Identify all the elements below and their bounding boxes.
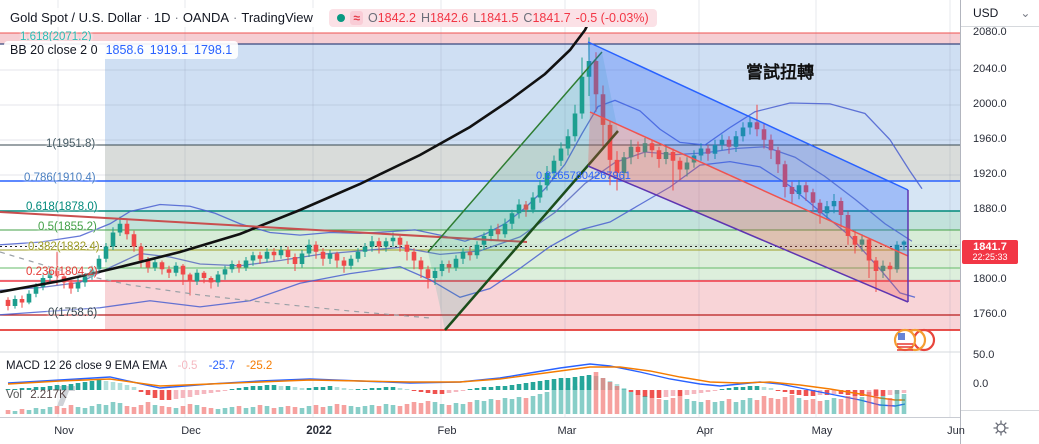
grid-lines: [0, 0, 960, 417]
legend-row-macd[interactable]: MACD 12 26 close 9 EMA EMA -0.5 -25.7 -2…: [6, 360, 272, 372]
axis-settings-cell[interactable]: [961, 410, 1039, 444]
bb-upper-value: 1919.1: [149, 43, 189, 57]
high-value: 1842.6: [429, 11, 469, 25]
interval-label[interactable]: 1D: [153, 10, 171, 25]
high-label: H: [420, 11, 430, 25]
close-label: C: [523, 11, 533, 25]
legend-row-bb[interactable]: BB 20 close 2 0 1858.6 1919.1 1798.1: [4, 41, 239, 59]
price-tick-label: 1760.0: [973, 308, 1007, 320]
fib-level-label: 0.786(1910.4): [24, 172, 96, 184]
price-tick-label: 2000.0: [973, 98, 1007, 110]
volume-pane: [5, 372, 907, 414]
currency-label: USD: [973, 6, 999, 20]
candlesticks: [5, 37, 907, 311]
trendline-drawings: [0, 9, 597, 319]
legend-separator: ·: [145, 10, 150, 25]
price-tick-label: 0.0: [973, 378, 989, 390]
price-tick-label: 2040.0: [973, 63, 1007, 75]
last-price-value: 1841.7: [973, 241, 1007, 253]
macd-hist-value: -0.5: [177, 360, 198, 372]
bb-indicator-name[interactable]: BB 20 close 2 0: [10, 43, 98, 57]
market-status-dot: [337, 14, 346, 22]
time-tick-label: Apr: [696, 425, 714, 437]
fib-level-label: 0.5(1855.2): [38, 221, 97, 233]
text-annotation[interactable]: 嘗試扭轉: [746, 63, 814, 82]
time-tick-label: Mar: [557, 425, 577, 437]
macd-indicator-name[interactable]: MACD 12 26 close 9 EMA EMA: [6, 360, 167, 372]
time-tick-label: Dec: [181, 425, 201, 437]
fib-level-label: 1(1951.8): [46, 138, 96, 150]
time-tick-label: Feb: [437, 425, 457, 437]
vol-label: Vol: [6, 389, 22, 401]
fib-level-lines: [0, 32, 960, 331]
low-value: 1841.5: [480, 11, 519, 25]
countdown-timer: 22:25:33: [972, 252, 1008, 263]
fib-level-label: 0.618(1878.0): [26, 201, 98, 213]
open-label: O: [367, 11, 378, 25]
chevron-down-icon: ⌄: [1020, 6, 1031, 20]
platform-label: TradingView: [241, 10, 313, 25]
close-value: 1841.7: [532, 11, 571, 25]
gear-icon[interactable]: [992, 419, 1010, 437]
macd-pane: [5, 363, 907, 407]
vol-value: 2.217K: [30, 389, 67, 401]
price-tick-label: 1920.0: [973, 168, 1007, 180]
price-axis[interactable]: USD ⌄ 2080.0 2040.0 2000.0 1960.0 1920.0 1880…: [960, 0, 1039, 444]
approx-price-icon: ≈: [350, 11, 363, 25]
blue-red-channel: [587, 41, 909, 303]
time-tick-label: Jun: [947, 425, 965, 437]
open-value: 1842.2: [377, 11, 416, 25]
price-tick-label: 1960.0: [973, 133, 1007, 145]
time-tick-label: 2022: [306, 425, 332, 437]
price-tick-label: 2080.0: [973, 26, 1007, 38]
time-tick-label: May: [811, 425, 833, 437]
fib-level-label: 0.382(1832.4): [28, 241, 100, 253]
symbol-title: Gold Spot / U.S. Dollar: [10, 10, 142, 25]
fib-level-label: 0.236(1804.2): [26, 266, 98, 278]
fib-level-label: 0(1758.6): [48, 307, 98, 319]
time-tick-label: Nov: [54, 425, 74, 437]
legend-separator: ·: [174, 10, 179, 25]
fib-extension-label: 1.618(2071.2): [20, 31, 92, 43]
macd-line-value: -25.7: [208, 360, 235, 372]
time-axis[interactable]: Nov Dec 2022 Feb Mar Apr May Jun: [0, 417, 965, 444]
bb-lower-value: 1798.1: [194, 43, 233, 57]
price-tick-label: 1800.0: [973, 273, 1007, 285]
legend-row-symbol[interactable]: Gold Spot / U.S. Dollar · 1D · OANDA · T…: [4, 8, 657, 27]
bb-basis-value: 1858.6: [105, 43, 144, 57]
price-tick-label: 50.0: [973, 349, 995, 361]
hline-value-label: 0.82657804267961: [536, 170, 631, 182]
legend-row-volume[interactable]: Vol 2.217K: [6, 389, 67, 401]
tv-logo-watermark: [57, 386, 75, 406]
last-price-badge: 1841.7 22:25:33: [962, 240, 1018, 264]
exchange-label: OANDA: [182, 10, 230, 25]
change-value: -0.5 (-0.03%): [575, 11, 649, 25]
site-watermark-icon: [893, 328, 936, 352]
legend-separator: ·: [233, 10, 238, 25]
low-label: L: [473, 11, 481, 25]
price-tick-label: 1880.0: [973, 203, 1007, 215]
macd-signal-value: -25.2: [246, 360, 273, 372]
green-channel: [427, 51, 619, 331]
currency-dropdown[interactable]: USD ⌄: [961, 0, 1039, 27]
chart-canvas[interactable]: [0, 0, 960, 417]
